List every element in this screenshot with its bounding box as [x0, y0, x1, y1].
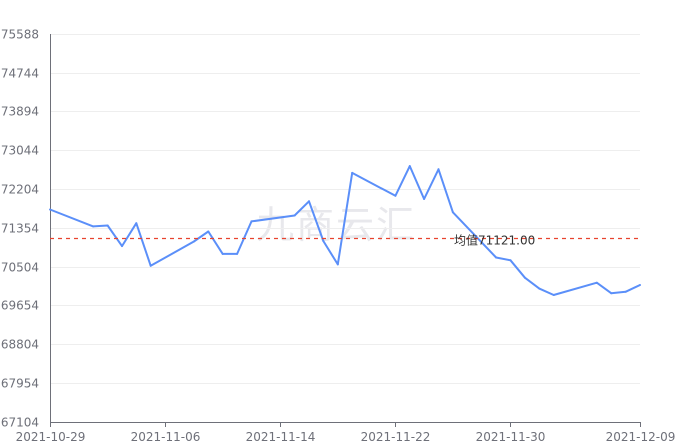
data-point: [250, 220, 253, 223]
data-point: [236, 252, 239, 255]
data-point: [293, 214, 296, 217]
data-point: [322, 240, 325, 243]
data-point: [92, 225, 95, 228]
series-line: [49, 165, 641, 296]
data-point: [509, 259, 512, 262]
watermark: 九商云汇: [256, 203, 416, 247]
data-point: [495, 256, 498, 259]
y-tick-label: 75588: [1, 28, 39, 42]
data-point: [135, 222, 138, 225]
y-tick-label: 73894: [1, 105, 39, 119]
y-tick-label: 74744: [1, 67, 39, 81]
data-point: [351, 171, 354, 174]
x-axis: 2021-10-29 2021-11-06 2021-11-14 2021-11-22…: [16, 422, 676, 444]
data-point: [595, 281, 598, 284]
data-point: [308, 200, 310, 203]
data-point: [451, 211, 454, 214]
y-tick-label: 72204: [1, 183, 39, 197]
series-group: [49, 165, 641, 296]
data-point: [121, 245, 123, 248]
data-point: [192, 240, 195, 243]
y-tick-label: 71354: [1, 222, 39, 236]
x-tick-label: 2021-11-30: [476, 430, 546, 444]
data-point: [49, 208, 51, 211]
data-point: [106, 224, 109, 227]
data-point: [221, 252, 224, 255]
x-tick-label: 2021-11-22: [361, 430, 431, 444]
x-tick-label: 2021-11-06: [131, 430, 201, 444]
grid-lines: [50, 34, 640, 423]
data-point: [437, 168, 440, 171]
data-point: [639, 284, 641, 286]
y-tick-label: 67954: [1, 377, 39, 391]
y-tick-label: 73044: [1, 144, 39, 158]
data-point: [336, 263, 339, 266]
y-tick-label: 69654: [1, 299, 39, 313]
x-tick-label: 2021-11-14: [246, 430, 316, 444]
data-point: [538, 287, 541, 290]
data-point: [408, 165, 411, 168]
mean-label: 均值71121.00: [454, 233, 535, 248]
y-axis: 67104 67954 68804 69654 70504 71354 72204 73044…: [1, 28, 51, 430]
data-point: [624, 290, 627, 293]
y-tick-label: 70504: [1, 261, 39, 275]
data-point: [394, 194, 397, 197]
data-point: [552, 294, 555, 296]
mean-marker: 均值71121.00: [50, 233, 640, 248]
x-tick-label: 2021-10-29: [16, 430, 86, 444]
x-tick-label: 2021-12-09: [606, 430, 676, 444]
data-point: [149, 264, 152, 267]
data-point: [423, 198, 426, 200]
data-point: [610, 292, 613, 295]
data-point: [207, 230, 210, 233]
data-point: [523, 276, 526, 279]
y-tick-label: 67104: [1, 416, 39, 430]
y-tick-label: 68804: [1, 338, 39, 352]
